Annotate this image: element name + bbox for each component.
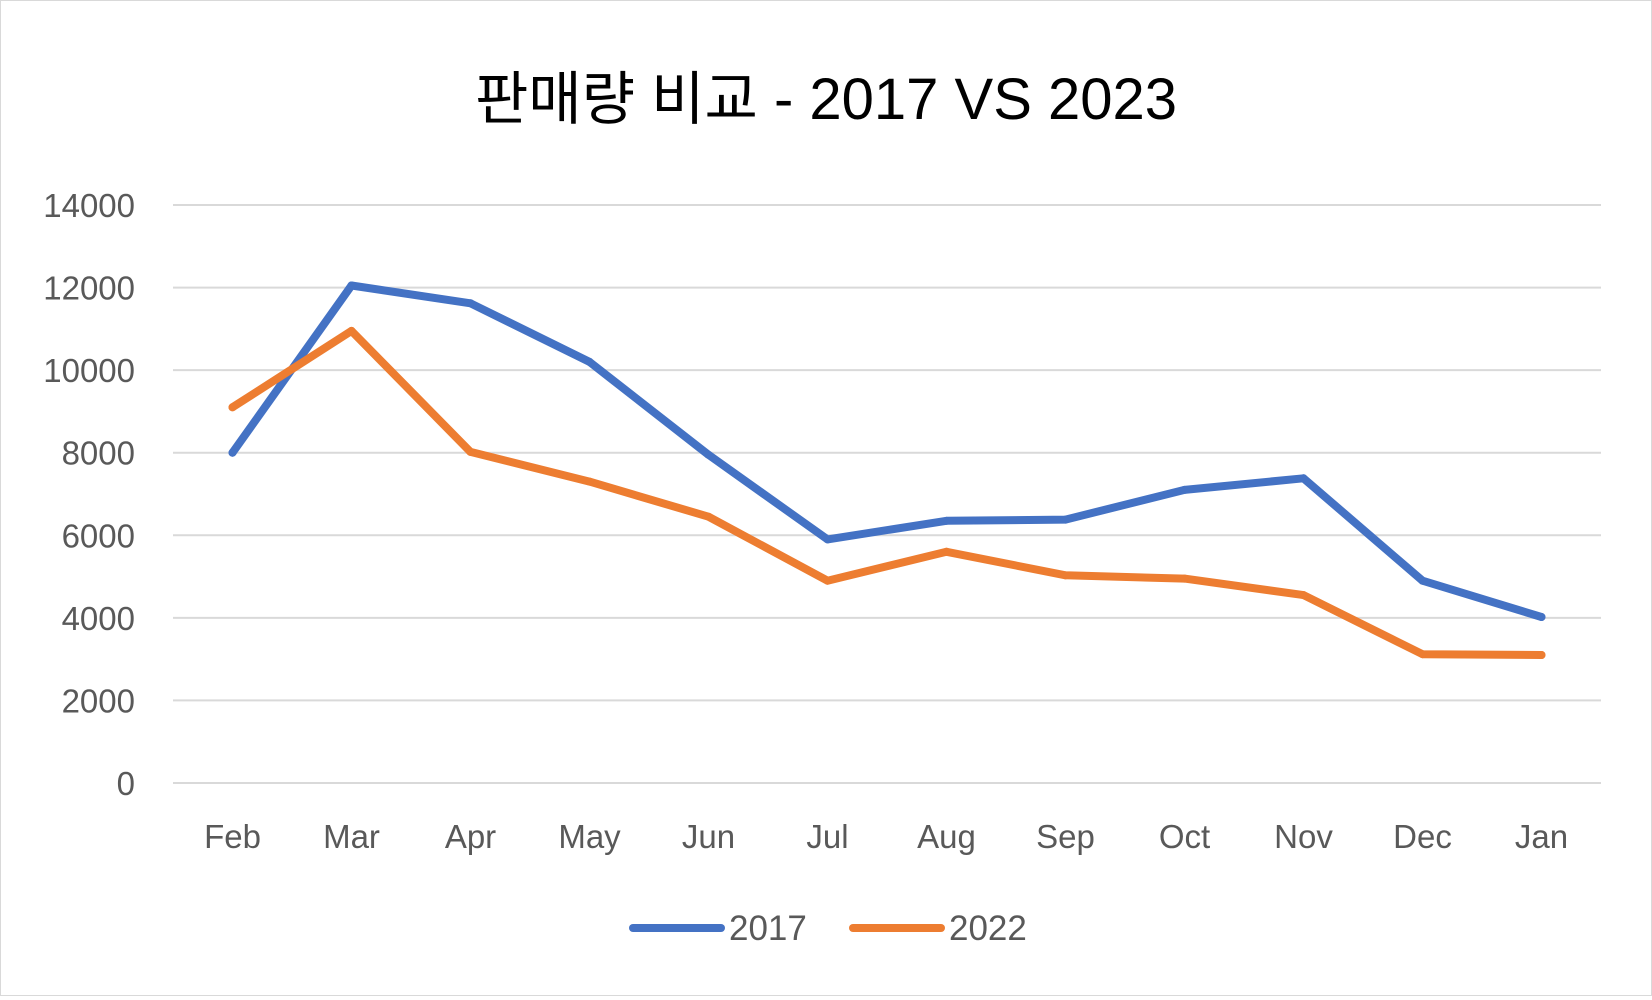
data-point-2017	[1299, 474, 1308, 483]
data-point-2022	[1180, 574, 1189, 583]
data-point-2017	[228, 448, 237, 457]
data-point-2022	[1299, 591, 1308, 600]
x-tick-label: Jul	[806, 818, 848, 855]
chart-title: 판매량 비교 - 2017 VS 2023	[475, 67, 1177, 132]
legend-label: 2017	[729, 909, 807, 948]
data-point-2017	[1537, 613, 1546, 622]
x-tick-label: Oct	[1159, 818, 1210, 855]
y-tick-label: 2000	[62, 682, 135, 719]
x-tick-label: Jun	[682, 818, 735, 855]
y-tick-label: 8000	[62, 435, 135, 472]
y-axis-ticks: 0 2000 4000 6000 8000 10000 12000 14000	[43, 187, 135, 802]
data-point-2022	[823, 576, 832, 585]
gridlines	[173, 204, 1601, 784]
x-tick-label: Feb	[204, 818, 261, 855]
series-line-2022	[228, 326, 1546, 659]
legend-item-2017: 2017	[629, 909, 807, 948]
x-tick-label: Dec	[1393, 818, 1452, 855]
data-point-2022	[1537, 651, 1546, 660]
x-tick-label: Sep	[1036, 818, 1095, 855]
x-tick-label: Jan	[1515, 818, 1568, 855]
x-tick-label: May	[558, 818, 621, 855]
legend-item-2022: 2022	[849, 909, 1027, 948]
data-point-2022	[585, 477, 594, 486]
x-tick-label: Apr	[445, 818, 496, 855]
x-tick-label: Mar	[323, 818, 380, 855]
data-point-2022	[347, 326, 356, 335]
y-tick-label: 4000	[62, 600, 135, 637]
series-line-2017	[228, 281, 1546, 621]
data-point-2017	[942, 516, 951, 525]
data-point-2022	[704, 512, 713, 521]
data-point-2017	[347, 281, 356, 290]
data-point-2022	[466, 447, 475, 456]
y-tick-label: 14000	[43, 187, 135, 224]
series-lines	[228, 281, 1546, 660]
y-tick-label: 12000	[43, 270, 135, 307]
data-point-2017	[466, 299, 475, 308]
x-axis-ticks: Feb Mar Apr May Jun Jul Aug Sep Oct Nov Dec Jan	[204, 818, 1568, 855]
data-point-2017	[1418, 576, 1427, 585]
data-point-2022	[1061, 571, 1070, 580]
y-tick-label: 10000	[43, 352, 135, 389]
data-point-2017	[1061, 515, 1070, 524]
data-point-2017	[585, 357, 594, 366]
data-point-2022	[942, 547, 951, 556]
y-tick-label: 6000	[62, 517, 135, 554]
data-point-2017	[823, 535, 832, 544]
y-tick-label: 0	[117, 765, 135, 802]
data-point-2017	[1180, 485, 1189, 494]
data-point-2017	[704, 450, 713, 459]
data-point-2022	[228, 403, 237, 412]
legend-label: 2022	[949, 909, 1027, 948]
legend: 2017 2022	[629, 909, 1027, 948]
x-tick-label: Aug	[917, 818, 976, 855]
data-point-2022	[1418, 650, 1427, 659]
x-tick-label: Nov	[1274, 818, 1333, 855]
